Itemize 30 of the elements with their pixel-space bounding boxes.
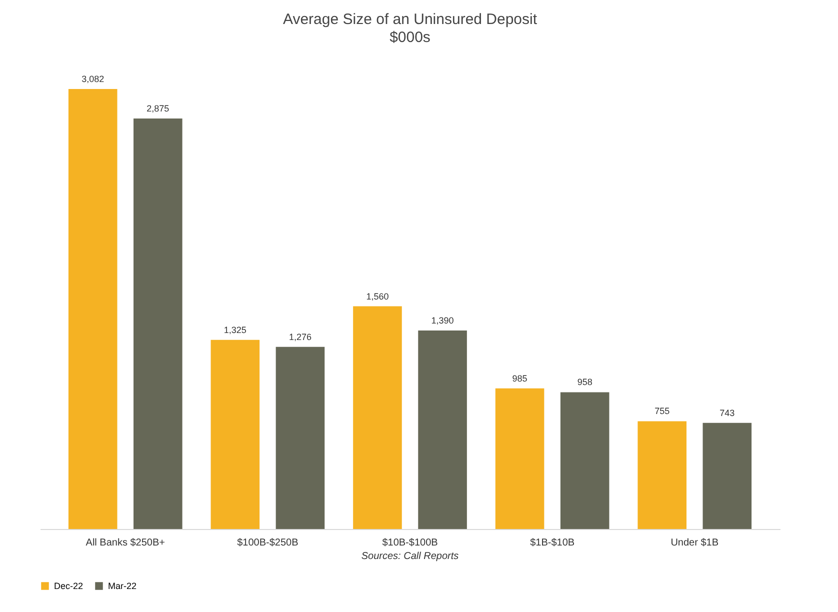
data-label: 1,560 — [366, 291, 389, 302]
data-label: 958 — [577, 377, 592, 388]
x-tick-label: $100B-$250B — [237, 538, 299, 548]
data-label: 1,276 — [288, 332, 312, 342]
data-label: 743 — [720, 408, 735, 418]
bar — [495, 388, 544, 529]
bar — [210, 340, 260, 529]
source-note: Sources: Call Reports — [361, 551, 459, 562]
x-tick-label: $10B-$100B — [382, 538, 438, 548]
bar — [418, 330, 467, 529]
legend-label: Dec-22 — [54, 581, 84, 591]
data-label: 985 — [512, 373, 528, 384]
bar — [702, 422, 752, 529]
data-label: 1,390 — [431, 316, 454, 326]
data-label: 3,082 — [82, 74, 104, 84]
bar — [353, 306, 402, 529]
bar — [68, 89, 118, 529]
data-label: 755 — [654, 406, 670, 416]
bar — [638, 421, 686, 529]
bar — [134, 118, 182, 529]
x-tick-label: All Banks $250B+ — [86, 538, 166, 548]
bar — [276, 346, 325, 529]
legend-label: Mar-22 — [108, 581, 137, 591]
x-tick-label: Under $1B — [670, 538, 719, 548]
data-label: 2,875 — [146, 104, 170, 114]
data-label: 1,325 — [224, 324, 246, 335]
chart-title: Average Size of an Uninsured Deposit — [282, 11, 538, 28]
bar — [560, 392, 610, 529]
x-tick-label: $1B-$10B — [530, 538, 575, 548]
chart-subtitle: $000s — [390, 29, 430, 46]
